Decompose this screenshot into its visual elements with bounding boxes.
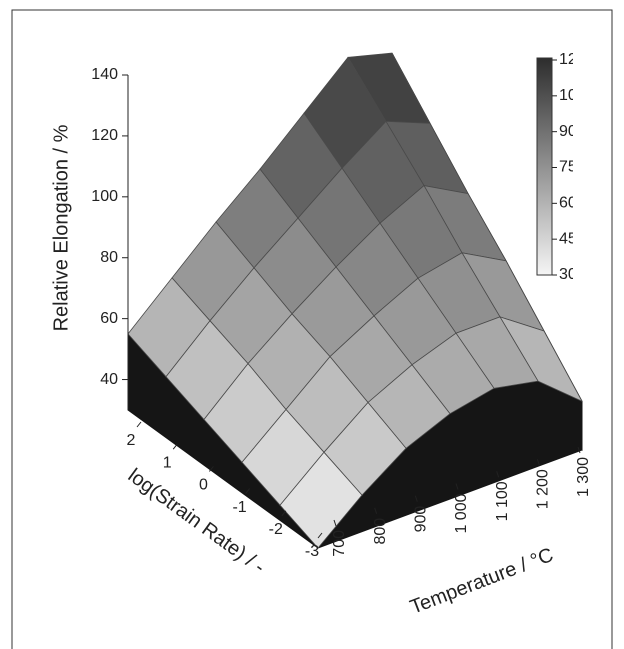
colorbar-tick-label: 30: [559, 266, 577, 283]
y-tick: [317, 532, 323, 539]
z-tick-label: 40: [100, 371, 118, 388]
colorbar-tick-label: 105: [559, 87, 586, 104]
y-tick-label: -2: [269, 521, 283, 538]
y-tick-label: -3: [305, 543, 319, 560]
x-tick: [577, 446, 581, 454]
x-tick: [455, 483, 459, 490]
x-tick: [536, 459, 540, 466]
z-tick-label: 80: [100, 249, 118, 266]
colorbar-tick-label: 75: [559, 159, 577, 176]
colorbar-tick-label: 45: [559, 230, 577, 247]
y-tick: [136, 421, 142, 428]
colorbar: [536, 57, 553, 276]
x-tick: [374, 507, 378, 514]
y-tick: [172, 443, 178, 450]
x-tick: [414, 495, 418, 502]
colorbar-ticks: 30 45 60 75 90 105 120: [552, 51, 586, 283]
z-tick-label: 140: [91, 66, 118, 83]
x-tick-label: 1 300: [575, 457, 592, 497]
x-tick: [333, 519, 337, 527]
x-tick-label: 700: [331, 530, 348, 557]
colorbar-tick-label: 120: [559, 51, 586, 68]
z-tick-label: 100: [91, 188, 118, 205]
x-tick: [496, 471, 500, 478]
x-tick-label: 900: [412, 506, 429, 533]
z-tick-label: 60: [100, 310, 118, 327]
x-axis-label: Temperature / °C: [407, 544, 556, 619]
y-tick: [245, 488, 250, 494]
x-tick-label: 1 000: [453, 493, 470, 533]
surface-patch: [279, 451, 363, 549]
x-tick-label: 1 200: [534, 469, 551, 509]
y-tick-label: 0: [199, 477, 208, 494]
colorbar-tick-label: 90: [559, 123, 577, 140]
x-tick-label: 1 100: [494, 481, 511, 521]
y-tick-label: -1: [232, 499, 246, 516]
z-axis-label: Relative Elongation / %: [50, 124, 72, 331]
z-tick-label: 120: [91, 127, 118, 144]
y-tick-label: 2: [127, 432, 136, 449]
y-tick: [281, 510, 287, 517]
y-tick-label: 1: [163, 454, 172, 471]
plot-area: 40 60 80 100 120 140 2 1 0 -1 -2 -3 700 800 900 1 000 1 …: [91, 52, 592, 560]
x-tick-label: 800: [372, 518, 389, 545]
frame: [11, 9, 613, 649]
y-tick: [209, 466, 214, 472]
colorbar-tick-label: 60: [559, 195, 577, 212]
